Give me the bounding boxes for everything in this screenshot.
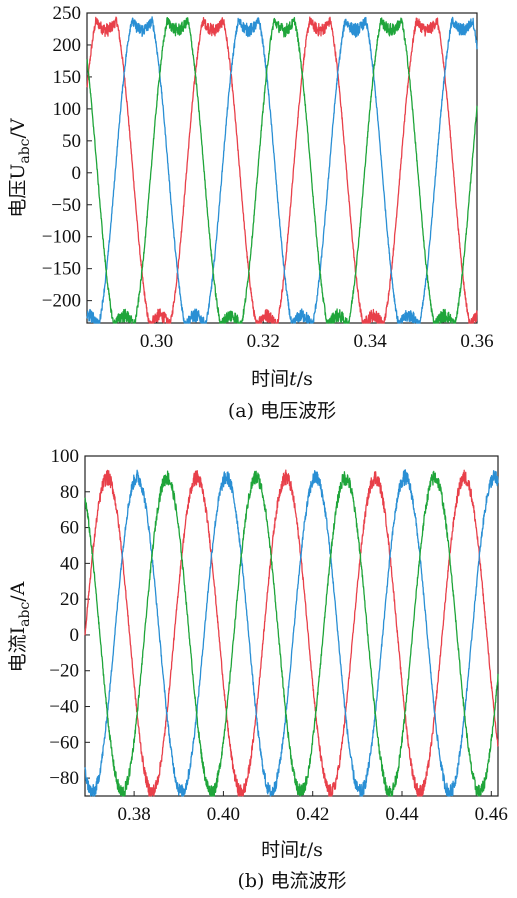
x-axis-label-unit: /s [297, 368, 313, 390]
plot-area-frame [84, 455, 499, 797]
y-axis-label-unit: /A [7, 581, 29, 601]
y-axis-ticks: 250 200 150 100 50 0 −50 −100 −150 −200 [42, 3, 92, 312]
series-line [84, 470, 499, 797]
x-tick-label: 0.44 [385, 804, 419, 825]
x-axis-label-unit: /s [307, 839, 323, 861]
x-tick-label: 0.46 [475, 804, 508, 825]
y-tick-label: 60 [60, 518, 79, 539]
y-tick-label: −60 [49, 732, 79, 753]
current-chart: 100 80 60 40 20 0 −20 −40 −60 −80 0.38 0.40 0.42 0.4… [7, 446, 508, 892]
x-tick-label: 0.36 [460, 331, 493, 352]
y-tick-label: −80 [49, 768, 79, 789]
y-axis-label: 电压Uabc/V [7, 118, 33, 218]
x-axis-label-var: t [299, 839, 307, 861]
y-tick-label: −40 [49, 697, 79, 718]
series-line [84, 469, 499, 797]
x-tick-label: 0.42 [296, 804, 329, 825]
x-axis-label: 时间t/s [261, 839, 323, 861]
y-tick-label: 80 [60, 482, 79, 503]
x-axis-label-main: 时间 [261, 839, 299, 861]
y-tick-label: −150 [42, 259, 81, 280]
y-tick-label: −100 [42, 227, 81, 248]
x-axis-label: 时间t/s [251, 368, 313, 390]
y-tick-label: −200 [42, 291, 81, 312]
y-axis-label-main: 电流I [7, 627, 29, 673]
series-line [86, 16, 478, 324]
y-tick-label: 0 [70, 625, 80, 646]
x-axis-ticks: 0.30 0.32 0.34 0.36 [140, 318, 494, 352]
x-tick-label: 0.40 [207, 804, 240, 825]
x-axis-label-main: 时间 [251, 368, 289, 390]
y-tick-label: −50 [51, 195, 81, 216]
y-tick-label: 100 [53, 99, 82, 120]
y-tick-label: 50 [62, 131, 81, 152]
x-tick-label: 0.38 [117, 804, 150, 825]
y-tick-label: 40 [60, 553, 79, 574]
y-tick-label: 20 [60, 589, 79, 610]
series-layer [84, 469, 499, 797]
y-axis-label: 电流Iabc/A [7, 581, 33, 672]
y-tick-label: −20 [49, 661, 79, 682]
y-tick-label: 100 [51, 446, 80, 467]
plot-area-frame [86, 12, 478, 324]
x-axis-label-var: t [289, 368, 297, 390]
series-line [86, 16, 478, 324]
series-line [84, 469, 499, 797]
series-line [86, 16, 478, 324]
y-tick-label: 250 [53, 3, 82, 24]
x-axis-ticks: 0.38 0.40 0.42 0.44 0.46 [117, 791, 508, 825]
y-axis-label-sub: abc [17, 602, 33, 627]
y-axis-label-unit: /V [7, 118, 29, 138]
x-tick-label: 0.30 [140, 331, 173, 352]
y-axis-label-main: 电压U [7, 164, 29, 218]
y-axis-ticks: 100 80 60 40 20 0 −20 −40 −60 −80 [49, 446, 90, 789]
y-tick-label: 150 [53, 67, 82, 88]
x-tick-label: 0.32 [247, 331, 280, 352]
x-tick-label: 0.34 [354, 331, 388, 352]
caption: (b) 电流波形 [237, 870, 346, 892]
series-layer [86, 16, 478, 324]
y-tick-label: 0 [72, 163, 82, 184]
caption: (a) 电压波形 [228, 400, 336, 422]
y-axis-label-sub: abc [17, 138, 33, 163]
y-tick-label: 200 [53, 35, 82, 56]
